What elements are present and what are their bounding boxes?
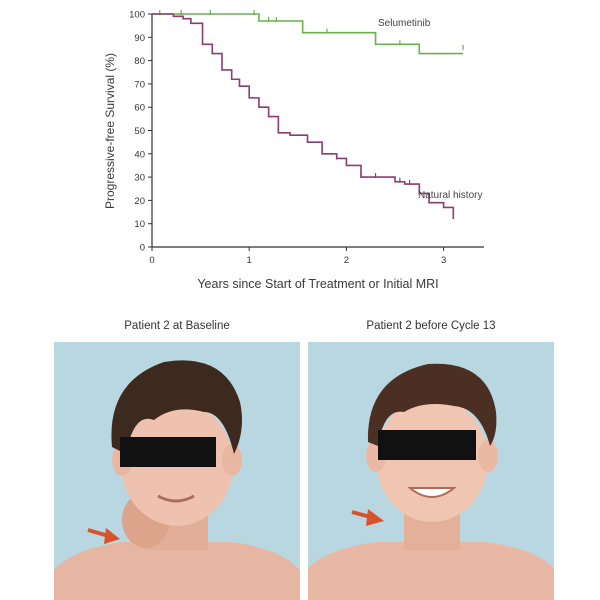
y-tick-label: 0 <box>140 243 145 254</box>
torso-shape <box>308 542 554 600</box>
y-tick-label: 60 <box>134 103 145 114</box>
series-label-selumetinib: Selumetinib <box>378 18 431 29</box>
series-lines <box>152 10 464 220</box>
arrow-icon <box>351 509 384 526</box>
right-photo-caption: Patient 2 before Cycle 13 <box>366 320 496 332</box>
y-tick-label: 40 <box>134 149 145 160</box>
right-ear-shape <box>478 440 498 472</box>
y-tick-label: 30 <box>134 173 145 184</box>
y-tick-label: 80 <box>134 56 145 67</box>
y-tick-label: 10 <box>134 219 145 230</box>
mouth-shape <box>407 487 457 498</box>
hair-shape <box>111 360 242 454</box>
x-tick-label: 1 <box>247 255 252 266</box>
y-axis-title: Progressive-free Survival (%) <box>103 53 117 209</box>
series-line-natural-history <box>152 13 455 220</box>
hair-shape <box>367 363 497 446</box>
arrow-icon <box>87 528 120 544</box>
cycle13-photo <box>308 342 554 600</box>
y-tick-label: 20 <box>134 196 145 207</box>
x-axis-title: Years since Start of Treatment or Initia… <box>197 277 438 291</box>
eye-bar <box>120 437 216 467</box>
x-axis: 0 1 2 3 <box>149 246 484 266</box>
series-line-selumetinib <box>152 13 464 55</box>
left-photo-caption: Patient 2 at Baseline <box>124 320 230 332</box>
y-axis: 0 10 20 30 40 50 60 70 80 90 100 <box>129 10 153 254</box>
y-tick-label: 100 <box>129 10 145 21</box>
series-label-natural-history: Natural history <box>418 190 482 201</box>
right-ear-shape <box>222 444 242 476</box>
eye-bar <box>378 430 476 460</box>
x-tick-label: 0 <box>149 255 154 266</box>
y-tick-label: 70 <box>134 79 145 90</box>
y-tick-label: 50 <box>134 126 145 137</box>
torso-shape <box>54 542 300 600</box>
x-tick-label: 2 <box>344 255 349 266</box>
x-tick-label: 3 <box>441 255 446 266</box>
mouth-shape <box>157 494 195 503</box>
y-tick-label: 90 <box>134 33 145 44</box>
baseline-photo <box>54 342 300 600</box>
survival-chart: 0 10 20 30 40 50 60 70 80 90 100 0 1 2 3 Years since … <box>103 10 484 291</box>
